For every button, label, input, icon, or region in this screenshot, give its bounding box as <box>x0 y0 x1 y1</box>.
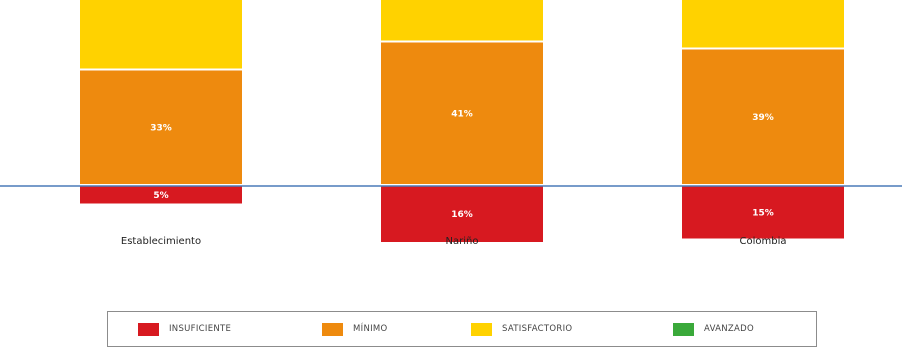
bar-segment-insuficiente-establecimiento <box>80 186 242 204</box>
bar-segment-satisfactorio-colombia <box>682 0 844 48</box>
category-label-narino: Nariño <box>446 236 479 247</box>
legend-swatch-minimo <box>322 322 343 336</box>
legend: INSUFICIENTE MÍNIMO SATISFACTORIO AVANZA… <box>107 311 817 347</box>
legend-swatch-satisfactorio <box>471 322 492 336</box>
category-labels: Establecimiento Nariño Colombia <box>121 236 787 247</box>
legend-label-satisfactorio: SATISFACTORIO <box>502 324 573 334</box>
data-label-minimo-narino: 41% <box>451 109 473 119</box>
legend-label-avanzado: AVANZADO <box>704 324 754 334</box>
legend-label-insuficiente: INSUFICIENTE <box>169 324 232 334</box>
chart: 5%33%50%11%16%41%31%12%15%39%30%16% Esta… <box>0 0 902 247</box>
bar-segment-minimo-establecimiento <box>80 70 242 184</box>
bar-segment-insuficiente-narino <box>381 186 543 242</box>
data-label-insuficiente-colombia: 15% <box>752 208 774 218</box>
category-label-colombia: Colombia <box>740 236 787 247</box>
legend-swatch-avanzado <box>673 322 694 336</box>
bar-group: 5%33%50%11%16%41%31%12%15%39%30%16% <box>80 0 844 242</box>
legend-item-avanzado: AVANZADO <box>673 312 754 346</box>
bar-segment-satisfactorio-establecimiento <box>80 0 242 69</box>
data-label-satisfactorio-colombia: 30% <box>752 0 774 2</box>
legend-swatch-insuficiente <box>138 322 159 336</box>
data-label-minimo-colombia: 39% <box>752 113 774 123</box>
legend-item-insuficiente: INSUFICIENTE <box>138 312 231 346</box>
bar-segment-minimo-narino <box>381 42 543 184</box>
category-label-establecimiento: Establecimiento <box>121 236 201 247</box>
bar-segment-minimo-colombia <box>682 49 844 184</box>
bar-segment-satisfactorio-narino <box>381 0 543 41</box>
legend-item-minimo: MÍNIMO <box>322 312 388 346</box>
legend-item-satisfactorio: SATISFACTORIO <box>471 312 572 346</box>
data-label-insuficiente-establecimiento: 5% <box>153 191 168 201</box>
legend-label-minimo: MÍNIMO <box>353 324 388 334</box>
bar-segment-insuficiente-colombia <box>682 186 844 239</box>
data-label-minimo-establecimiento: 33% <box>150 123 172 133</box>
data-label-insuficiente-narino: 16% <box>451 210 473 220</box>
